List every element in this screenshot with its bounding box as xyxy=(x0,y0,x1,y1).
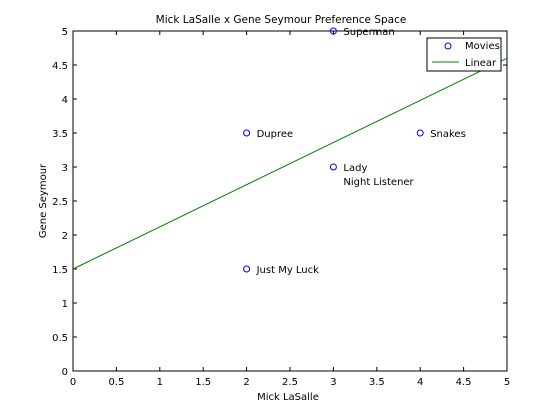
data-point-label: Superman xyxy=(343,27,394,38)
data-point xyxy=(416,129,424,137)
y-tick-label: 2.5 xyxy=(52,197,68,208)
x-tick-label: 2.5 xyxy=(282,377,298,388)
x-axis-label: Mick LaSalle xyxy=(257,392,319,403)
x-tick-label: 4.5 xyxy=(456,377,472,388)
x-tick-label: 3 xyxy=(330,377,336,388)
data-point-label: Snakes xyxy=(430,129,466,140)
y-tick-label: 4 xyxy=(62,95,68,106)
y-tick-label: 0 xyxy=(62,367,68,378)
linear-fit-line xyxy=(72,57,508,270)
y-tick-label: 3.5 xyxy=(52,129,68,140)
x-tick-label: 3.5 xyxy=(369,377,385,388)
legend-marker-movies xyxy=(444,42,452,50)
data-point xyxy=(329,27,337,35)
x-tick-label: 5 xyxy=(504,377,510,388)
x-tick-label: 0 xyxy=(70,377,76,388)
x-tick-label: 0.5 xyxy=(108,377,124,388)
legend: Movies Linear xyxy=(426,37,502,72)
legend-label-movies: Movies xyxy=(465,41,500,52)
series-layer: Superman Dupree Snakes Lady Night Listener Ju… xyxy=(72,27,508,276)
y-tick-label: 2 xyxy=(62,231,68,242)
y-axis-label: Gene Seymour xyxy=(38,163,49,238)
x-tick-label: 1.5 xyxy=(195,377,211,388)
data-point-label: Dupree xyxy=(257,129,294,140)
x-tick-label: 1 xyxy=(157,377,163,388)
y-tick-label: 4.5 xyxy=(52,61,68,72)
legend-box xyxy=(426,37,502,72)
y-tick-label: 1.5 xyxy=(52,265,68,276)
data-point-label: Just My Luck xyxy=(256,265,320,276)
x-tick-label: 4 xyxy=(417,377,423,388)
data-point xyxy=(243,265,251,273)
chart-title: Mick LaSalle x Gene Seymour Preference S… xyxy=(156,14,407,26)
data-point-label: Lady Night Listener xyxy=(343,163,414,188)
data-point-label-line: Night Listener xyxy=(343,177,414,188)
y-tick-label: 3 xyxy=(62,163,68,174)
data-point xyxy=(243,129,251,137)
legend-label-linear: Linear xyxy=(465,58,497,69)
data-point-label-line: Lady xyxy=(343,163,367,174)
data-point xyxy=(329,163,337,171)
plot-area xyxy=(72,30,508,372)
y-tick-label: 0.5 xyxy=(52,333,68,344)
y-tick-label: 5 xyxy=(62,27,68,38)
x-tick-label: 2 xyxy=(243,377,249,388)
y-tick-label: 1 xyxy=(62,299,68,310)
axis-ticks: 0 0.5 1 1.5 2 2.5 3 3.5 4 4.5 5 0 0.5 1 1.5 2 2.5 3 3.5 4 4.… xyxy=(52,27,510,388)
